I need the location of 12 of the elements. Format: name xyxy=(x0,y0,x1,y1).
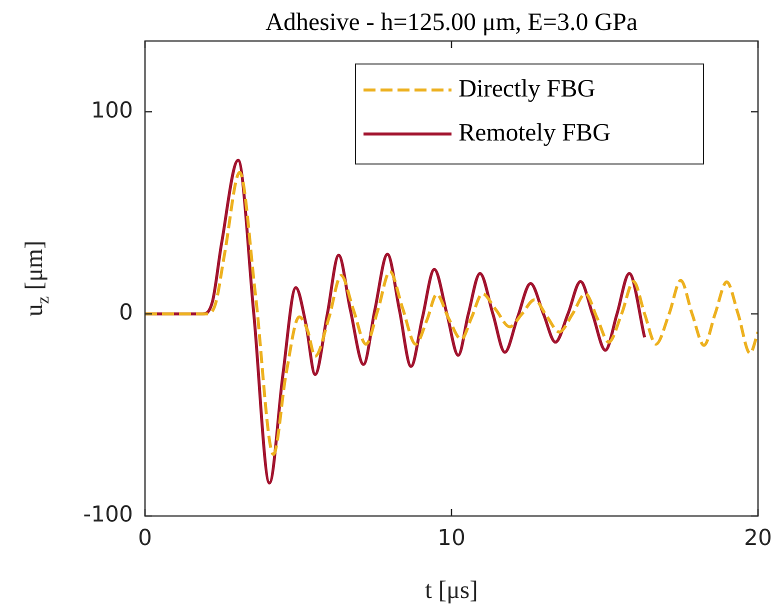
y-tick-label: 100 xyxy=(91,98,133,124)
chart-title: Adhesive - h=125.00 μm, E=3.0 GPa xyxy=(265,9,638,36)
x-tick-label: 10 xyxy=(438,526,466,551)
legend-label: Remotely FBG xyxy=(458,120,611,147)
x-axis-title: t [μs] xyxy=(425,577,478,604)
y-tick-label: 0 xyxy=(119,300,133,326)
y-tick-label: -100 xyxy=(83,502,133,528)
x-tick-label: 20 xyxy=(744,526,772,551)
line-series xyxy=(145,170,758,456)
y-axis-title: uz [μm] xyxy=(21,240,52,317)
legend-label: Directly FBG xyxy=(458,76,596,103)
x-tick-label: 0 xyxy=(138,526,152,551)
